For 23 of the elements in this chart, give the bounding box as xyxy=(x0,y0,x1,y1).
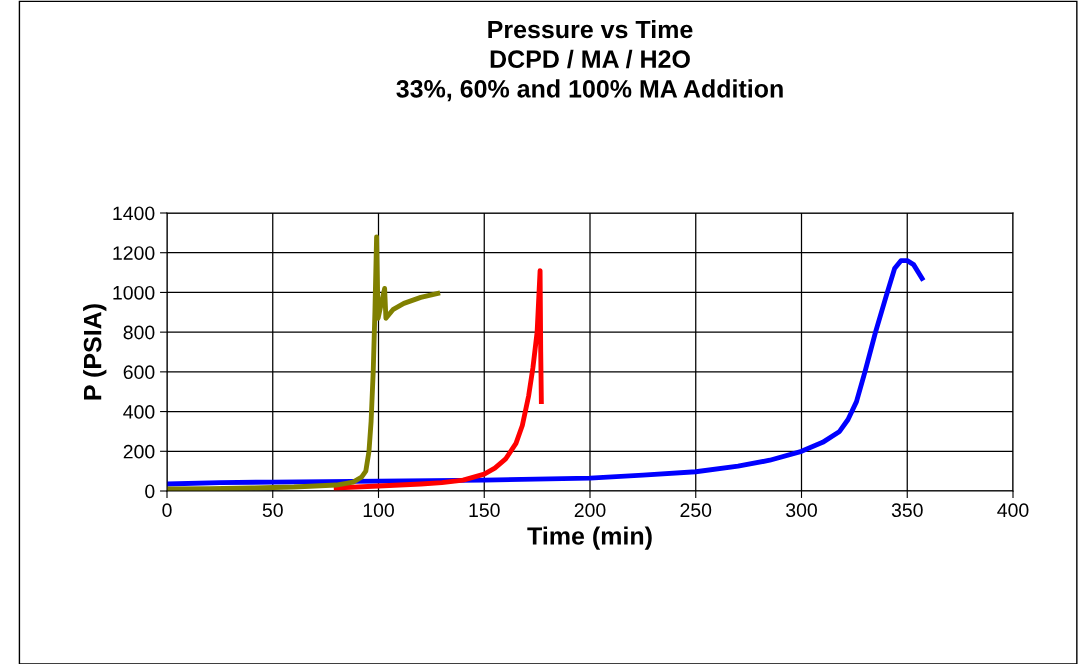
x-tick-label: 150 xyxy=(469,503,500,518)
x-tick-label: 50 xyxy=(262,503,283,518)
y-axis-title: P (PSIA) xyxy=(83,304,107,400)
y-tick-label: 800 xyxy=(123,325,155,340)
y-tick-label: 1000 xyxy=(113,285,155,300)
y-tick-label: 600 xyxy=(123,365,155,380)
x-tick-label: 100 xyxy=(363,503,394,518)
x-tick-label: 400 xyxy=(997,503,1029,518)
x-tick-label: 200 xyxy=(574,503,606,518)
line-series xyxy=(167,258,925,487)
line-series xyxy=(167,234,441,491)
x-tick-label: 300 xyxy=(786,503,817,518)
y-tick-label: 200 xyxy=(123,444,155,459)
chart-title: Pressure vs Time DCPD / MA / H2O 33%, 60% and 100% MA Addition xyxy=(396,20,783,102)
x-tick-label: 350 xyxy=(891,503,923,518)
x-tick-label: 0 xyxy=(162,503,172,518)
y-tick-label: 400 xyxy=(123,405,155,419)
y-tick-label: 1400 xyxy=(113,206,155,221)
y-tick-label: 0 xyxy=(145,484,155,499)
x-tick-label: 250 xyxy=(680,503,712,518)
line-series xyxy=(333,268,544,491)
y-tick-label: 1200 xyxy=(113,246,155,260)
x-axis-title: Time (min) xyxy=(527,526,652,550)
